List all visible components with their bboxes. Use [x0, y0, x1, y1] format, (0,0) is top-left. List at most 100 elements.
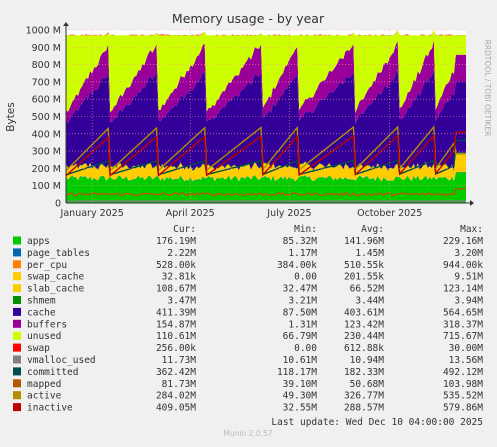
legend-name: committed — [27, 367, 78, 378]
x-tick-label: October 2025 — [357, 208, 422, 219]
legend-name: mapped — [27, 379, 61, 390]
legend-swatch-slab-cache — [13, 284, 21, 292]
legend-cur-value: 11.73M — [162, 355, 197, 366]
y-tick-label: 200 M — [32, 164, 61, 175]
legend-max-value: 535.52M — [443, 391, 483, 402]
legend-name: inactive — [27, 403, 73, 414]
chart-title: Memory usage - by year — [172, 11, 325, 26]
legend-name: cache — [27, 307, 56, 318]
legend-avg-value: 510.55k — [344, 260, 384, 271]
legend-avg-value: 50.68M — [350, 379, 385, 390]
legend-avg-value: 288.57M — [344, 403, 384, 414]
legend-avg-value: 326.77M — [344, 391, 384, 402]
y-tick-label: 500 M — [32, 112, 61, 123]
munin-version: Munin 2.0.57 — [223, 429, 272, 438]
legend-swatch-shmem — [13, 296, 21, 304]
legend-cur-value: 256.00k — [156, 343, 196, 354]
legend-avg-value: 230.44M — [344, 331, 384, 342]
legend-max-value: 229.16M — [443, 236, 483, 247]
legend-swatch-active — [13, 391, 21, 399]
legend-avg-value: 403.61M — [344, 307, 384, 318]
legend-cur-value: 362.42M — [156, 367, 196, 378]
x-tick-label: April 2025 — [166, 208, 215, 219]
legend-min-value: 87.50M — [283, 307, 318, 318]
legend-swatch-vmalloc-used — [13, 356, 21, 364]
legend-swatch-committed — [13, 367, 21, 375]
legend-min-value: 0.00 — [294, 343, 317, 354]
legend-max-value: 13.56M — [449, 355, 484, 366]
rrdtool-credit: RRDTOOL / TOBI OETIKER — [483, 40, 492, 137]
x-axis-arrow — [470, 200, 474, 206]
legend-swatch-mapped — [13, 379, 21, 387]
legend-cur-value: 154.87M — [156, 319, 196, 330]
legend-min-value: 1.31M — [288, 319, 317, 330]
legend-name: active — [27, 391, 62, 402]
legend-max-value: 579.86M — [443, 403, 483, 414]
legend-min-value: 85.32M — [283, 236, 318, 247]
legend-cur-value: 81.73M — [162, 379, 197, 390]
legend-swatch-per-cpu — [13, 260, 21, 268]
y-axis-label: Bytes — [5, 102, 17, 131]
legend-max-value: 318.37M — [443, 319, 483, 330]
legend-swatch-swap-cache — [13, 272, 21, 280]
legend-swatch-cache — [13, 308, 21, 316]
legend-avg-value: 66.52M — [350, 284, 385, 295]
y-tick-label: 1000 M — [26, 26, 61, 37]
y-tick-label: 700 M — [32, 77, 61, 88]
legend-avg-value: 612.88k — [344, 343, 384, 354]
legend-name: apps — [27, 236, 50, 247]
legend-header-avg: Avg: — [361, 224, 384, 235]
legend-min-value: 39.10M — [283, 379, 318, 390]
y-tick-label: 100 M — [32, 181, 61, 192]
legend-avg-value: 123.42M — [344, 319, 384, 330]
legend-avg-value: 201.55k — [344, 272, 384, 283]
y-axis-arrow — [63, 22, 69, 26]
legend-min-value: 3.21M — [288, 296, 317, 307]
legend-row-apps: apps 176.19M 85.32M 141.96M 229.16M — [13, 236, 483, 247]
legend-cur-value: 528.00k — [156, 260, 196, 271]
legend-min-value: 1.17M — [288, 248, 317, 259]
legend-header-cur: Cur: — [173, 224, 196, 235]
legend-name: shmem — [27, 296, 56, 307]
legend-name: page_tables — [27, 248, 90, 259]
legend-min-value: 66.79M — [283, 331, 318, 342]
legend-cur-value: 108.67M — [156, 284, 196, 295]
x-tick-label: January 2025 — [60, 208, 124, 219]
legend-min-value: 118.17M — [277, 367, 317, 378]
legend-min-value: 10.61M — [283, 355, 318, 366]
legend-cur-value: 409.05M — [156, 403, 196, 414]
legend-avg-value: 1.45M — [355, 248, 384, 259]
legend-cur-value: 284.02M — [156, 391, 196, 402]
y-tick-label: 600 M — [32, 95, 61, 106]
legend-avg-value: 141.96M — [344, 236, 384, 247]
legend-cur-value: 176.19M — [156, 236, 196, 247]
legend-avg-value: 3.44M — [355, 296, 384, 307]
legend-name: swap — [27, 343, 50, 354]
last-update: Last update: Wed Dec 10 04:00:00 2025 — [271, 417, 483, 428]
legend-swatch-page-tables — [13, 248, 21, 256]
legend-max-value: 30.00M — [449, 343, 484, 354]
legend-swatch-swap — [13, 344, 21, 352]
x-tick-label: July 2025 — [266, 208, 311, 219]
legend-max-value: 715.67M — [443, 331, 483, 342]
legend-min-value: 384.00k — [277, 260, 317, 271]
legend-min-value: 32.47M — [283, 284, 318, 295]
legend-name: swap_cache — [27, 272, 84, 283]
legend-swatch-unused — [13, 332, 21, 340]
legend-avg-value: 10.94M — [350, 355, 385, 366]
legend-row-swap: swap 256.00k 0.00 612.88k 30.00M — [13, 343, 483, 354]
legend-swatch-inactive — [13, 403, 21, 411]
legend-name: per_cpu — [27, 260, 67, 271]
y-tick-label: 900 M — [32, 43, 61, 54]
